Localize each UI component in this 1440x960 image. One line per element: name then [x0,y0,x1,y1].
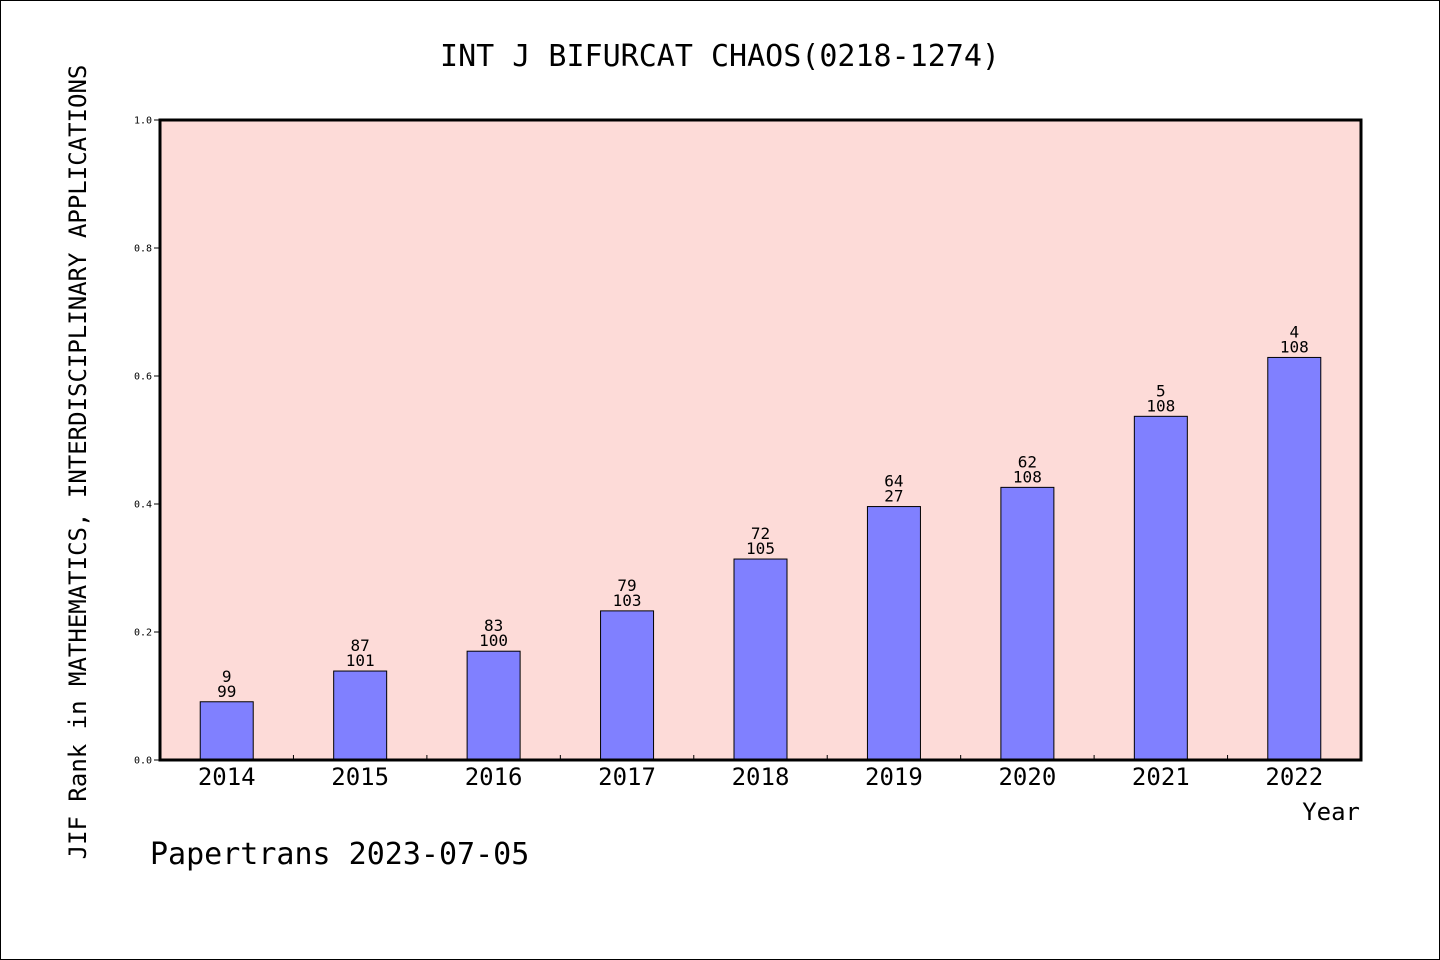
total-label: 99 [217,682,236,701]
rank-label: 62 [1018,452,1037,471]
x-axis-label: Year [1302,798,1360,826]
total-label: 27 [884,487,903,506]
x-tick-label: 2018 [732,763,790,791]
rank-label: 5 [1156,381,1166,400]
total-label: 101 [346,651,375,670]
y-tick-label: 0.8 [134,244,152,255]
x-tick-label: 2021 [1132,763,1190,791]
y-axis-ticks: 0.0 0.2 0.4 0.6 0.8 1.0 [134,116,160,767]
bar-2018 [733,558,788,761]
y-tick-label: 0.2 [134,628,152,639]
bar-2019 [866,506,921,761]
total-label: 103 [613,591,642,610]
total-label: 100 [479,631,508,650]
chart-title: INT J BIFURCAT CHAOS(0218-1274) [440,39,1000,74]
y-tick-label: 0.4 [134,500,152,511]
bar-2020 [1000,486,1055,761]
total-label: 108 [1146,396,1175,415]
x-tick-label: 2022 [1265,763,1323,791]
bar-2015 [333,670,388,761]
bar-2016 [466,650,521,761]
rank-label: 9 [222,667,232,686]
total-label: 108 [1013,467,1042,486]
x-tick-label: 2016 [465,763,523,791]
rank-label: 83 [484,616,503,635]
x-tick-label: 2020 [998,763,1056,791]
rank-label: 87 [351,636,370,655]
footer-text: Papertrans 2023-07-05 [150,837,529,872]
x-tick-label: 2014 [198,763,256,791]
bar-2017 [600,610,655,761]
rank-label: 72 [751,524,770,543]
rank-label: 4 [1289,322,1299,341]
y-tick-label: 1.0 [134,116,152,127]
bar-2021 [1133,415,1188,761]
plot-border [158,118,1363,762]
rank-label: 79 [617,576,636,595]
x-tick-label: 2019 [865,763,923,791]
x-tick-label: 2017 [598,763,656,791]
bar-2022 [1267,356,1322,761]
total-label: 105 [746,539,775,558]
y-axis-label: JIF Rank in MATHEMATICS, INTERDISCIPLINA… [64,65,92,860]
y-tick-label: 0.0 [134,756,152,767]
bar-2014 [199,701,254,761]
y-tick-label: 0.6 [134,372,152,383]
rank-label: 64 [884,472,903,491]
x-tick-label: 2015 [331,763,389,791]
total-label: 108 [1280,337,1309,356]
